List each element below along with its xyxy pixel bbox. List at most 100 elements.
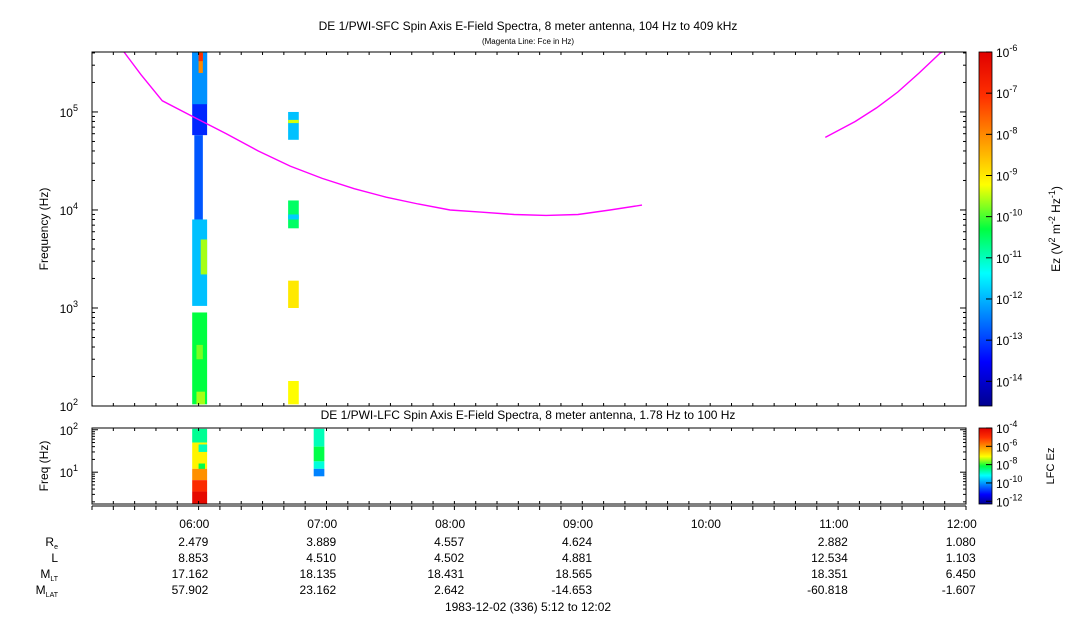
ephemeris-value: -14.653 xyxy=(551,583,592,597)
footer-time-range: 1983-12-02 (336) 5:12 to 12:02 xyxy=(445,600,611,614)
time-axis-tick-label: 10:00 xyxy=(691,517,721,531)
ephemeris-value: -1.607 xyxy=(942,583,976,597)
sfc-plot-frame xyxy=(92,52,966,406)
sfc-spectra-block xyxy=(288,380,299,405)
ephemeris-row-label: Re xyxy=(45,535,58,551)
ephemeris-value: 23.162 xyxy=(300,583,337,597)
ephemeris-value: 18.135 xyxy=(300,567,337,581)
ephemeris-value: 4.510 xyxy=(306,551,336,565)
ephemeris-value: 4.624 xyxy=(562,535,592,549)
lfc-colorbar-tick-label: 10-10 xyxy=(996,474,1022,491)
sfc-spectra-block xyxy=(198,52,203,62)
ephemeris-value: 4.881 xyxy=(562,551,592,565)
lfc-colorbar-gradient xyxy=(978,427,993,505)
time-axis-tick-label: 06:00 xyxy=(179,517,209,531)
ephemeris-value: 8.853 xyxy=(178,551,208,565)
sfc-colorbar-tick-label: 10-9 xyxy=(996,166,1017,183)
ephemeris-value: 18.565 xyxy=(555,567,592,581)
time-axis-tick-label: 12:00 xyxy=(947,517,977,531)
lfc-spectra-block xyxy=(313,446,325,462)
lfc-plot-border xyxy=(91,427,967,505)
lfc-y-axis: 101 102 xyxy=(60,421,967,504)
time-axis-tick-label: 11:00 xyxy=(819,517,848,531)
fce-line-segment xyxy=(824,51,943,139)
sfc-colorbar-tick-label: 10-8 xyxy=(996,125,1017,142)
lfc-spectra-block xyxy=(192,468,208,481)
ephemeris-value: 18.351 xyxy=(811,567,848,581)
lfc-colorbar-label: LFC Ez xyxy=(1045,448,1057,485)
sfc-spectra-block xyxy=(192,52,208,105)
sfc-y-label: Frequency (Hz) xyxy=(37,188,51,271)
lfc-y-tick-label: 101 xyxy=(60,463,78,480)
sfc-y-tick-label: 104 xyxy=(60,201,78,218)
ephemeris-value: 2.642 xyxy=(434,583,464,597)
sfc-plot-border xyxy=(91,51,967,407)
time-axis: 06:00 07:00 08:00 09:00 10:00 11:00 12:00 xyxy=(91,505,977,531)
sfc-colorbar-tick-label: 10-13 xyxy=(996,331,1022,348)
lfc-spectra-block xyxy=(313,428,325,447)
sfc-spectra-block xyxy=(198,52,203,73)
sfc-colorbar-ticks: 10-6 10-7 10-8 10-9 10-10 10-11 10-12 10-13 10-1… xyxy=(986,43,1022,389)
ephemeris-value: 2.882 xyxy=(818,535,848,549)
lfc-title: DE 1/PWI-LFC Spin Axis E-Field Spectra, … xyxy=(321,408,736,422)
sfc-colorbar-tick-label: 10-7 xyxy=(996,84,1017,101)
sfc-spectra-block xyxy=(200,239,208,275)
lfc-colorbar-tick-label: 10-4 xyxy=(996,419,1017,436)
ephemeris-value: 1.103 xyxy=(946,551,976,565)
lfc-y-tick-label: 102 xyxy=(60,421,78,438)
sfc-colorbar-tick-label: 10-6 xyxy=(996,43,1017,60)
lfc-spectra xyxy=(192,428,325,504)
time-axis-tick-label: 08:00 xyxy=(435,517,465,531)
lfc-panel: 101 102 Freq (Hz) xyxy=(37,421,967,505)
lfc-spectra-block xyxy=(198,463,205,473)
sfc-colorbar-gradient xyxy=(978,51,993,407)
lfc-colorbar-tick-label: 10-6 xyxy=(996,437,1017,454)
sfc-panel: 102 103 104 105 Frequency (Hz) xyxy=(37,51,967,414)
fce-line-segment xyxy=(123,51,643,217)
sfc-y-tick-label: 103 xyxy=(60,299,78,316)
lfc-plot-frame xyxy=(92,428,966,504)
lfc-y-label: Freq (Hz) xyxy=(37,441,51,492)
lfc-spectra-block xyxy=(192,428,208,443)
sfc-spectra-block xyxy=(196,344,203,360)
sfc-colorbar-tick-label: 10-14 xyxy=(996,372,1022,389)
sfc-spectra-block xyxy=(288,111,299,140)
lfc-spectra-block xyxy=(192,491,208,504)
sfc-colorbar-label: Ez (V2 m-2 Hz-1) xyxy=(1047,186,1063,272)
ephemeris-value: 2.479 xyxy=(178,535,208,549)
ephemeris-value: -60.818 xyxy=(807,583,848,597)
sfc-spectra xyxy=(192,52,299,405)
sfc-subtitle: (Magenta Line: Fce in Hz) xyxy=(482,37,574,46)
ephemeris-value: 4.502 xyxy=(434,551,464,565)
sfc-colorbar-tick-label: 10-11 xyxy=(996,249,1022,266)
sfc-colorbar-tick-label: 10-12 xyxy=(996,290,1022,307)
sfc-spectra-block xyxy=(194,135,203,220)
lfc-spectra-block xyxy=(313,461,325,469)
sfc-title: DE 1/PWI-SFC Spin Axis E-Field Spectra, … xyxy=(319,19,738,33)
lfc-spectra-block xyxy=(192,480,208,492)
ephemeris-value: 6.450 xyxy=(946,567,976,581)
sfc-spectra-block xyxy=(288,214,299,220)
sfc-spectra-block xyxy=(288,200,299,229)
lfc-spectra-block xyxy=(198,444,208,452)
time-axis-tick-label: 07:00 xyxy=(307,517,337,531)
lfc-colorbar-tick-label: 10-12 xyxy=(996,492,1022,509)
sfc-y-tick-label: 105 xyxy=(60,103,78,120)
sfc-colorbar-label-text: Ez (V2 m-2 Hz-1) xyxy=(1047,186,1063,272)
sfc-y-axis: 102 103 104 105 xyxy=(60,52,967,414)
time-axis-tick-label: 09:00 xyxy=(563,517,593,531)
ephemeris-value: 4.557 xyxy=(434,535,464,549)
sfc-spectra-block xyxy=(196,391,205,405)
sfc-colorbar: 10-6 10-7 10-8 10-9 10-10 10-11 10-12 10-13 10-1… xyxy=(978,43,1063,407)
ephemeris-value: 1.080 xyxy=(946,535,976,549)
lfc-colorbar-tick-label: 10-8 xyxy=(996,456,1017,473)
sfc-spectra-block xyxy=(288,119,299,124)
sfc-colorbar-tick-label: 10-10 xyxy=(996,208,1022,225)
ephemeris-value: 12.534 xyxy=(811,551,848,565)
lfc-spectra-block xyxy=(313,468,325,477)
ephemeris-value: 17.162 xyxy=(172,567,209,581)
ephemeris-row-label: MLAT xyxy=(36,583,59,599)
